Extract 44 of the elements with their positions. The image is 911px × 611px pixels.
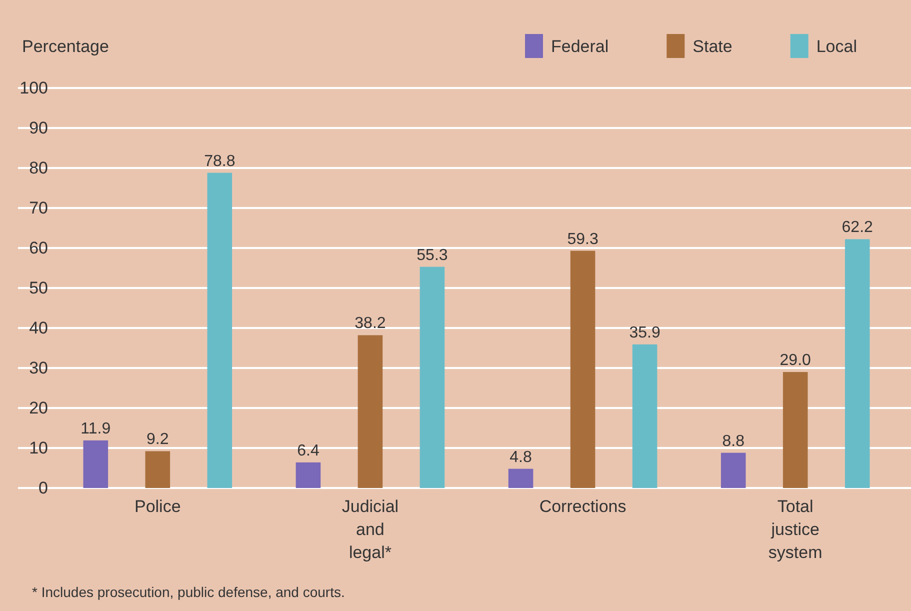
y-tick-label: 30 <box>29 358 48 378</box>
text: * Includes prosecution, public defense, and courts. <box>32 584 345 600</box>
y-tick-label: 80 <box>29 158 48 178</box>
y-tick-label: 40 <box>29 318 48 338</box>
legend-label: Local <box>816 37 857 56</box>
data-label: 78.8 <box>204 152 236 170</box>
data-label: 35.9 <box>629 324 660 342</box>
y-tick-label: 10 <box>29 438 48 458</box>
bar <box>782 372 808 488</box>
y-tick-label: 100 <box>20 78 48 98</box>
y-tick-label: 50 <box>29 278 48 298</box>
y-tick-label: 60 <box>29 238 48 258</box>
y-tick-label: 20 <box>29 398 48 418</box>
data-label: 8.8 <box>722 432 745 450</box>
bar <box>358 335 383 488</box>
x-tick-label: Judicial and legal* <box>342 497 399 562</box>
data-label: 55.3 <box>416 246 448 264</box>
data-label: 4.8 <box>510 448 532 466</box>
data-label: 29.0 <box>780 352 812 369</box>
y-tick-label: 70 <box>29 198 48 218</box>
bar <box>145 451 170 488</box>
data-label: 38.2 <box>354 315 386 332</box>
data-label: 59.3 <box>567 230 598 248</box>
y-axis-title: Percentage <box>22 37 109 56</box>
bar <box>720 452 746 488</box>
data-label: 9.2 <box>146 431 169 448</box>
x-tick-label: Corrections <box>539 497 626 516</box>
bar <box>420 266 445 488</box>
bar <box>570 250 596 488</box>
legend-label: State <box>692 37 732 56</box>
x-tick-label: Police <box>134 497 181 516</box>
data-label: 62.2 <box>842 219 874 236</box>
bar <box>83 440 108 488</box>
bar <box>844 239 870 488</box>
bar <box>207 172 232 488</box>
y-tick-label: 90 <box>29 118 48 138</box>
legend-label: Federal <box>551 37 609 56</box>
bar <box>508 468 534 488</box>
data-label: 6.4 <box>297 442 320 460</box>
bar <box>296 462 321 488</box>
x-tick-label: Total justice system <box>768 497 822 562</box>
data-label: 11.9 <box>80 420 111 438</box>
bar <box>632 344 658 488</box>
y-tick-label: 0 <box>38 478 48 498</box>
